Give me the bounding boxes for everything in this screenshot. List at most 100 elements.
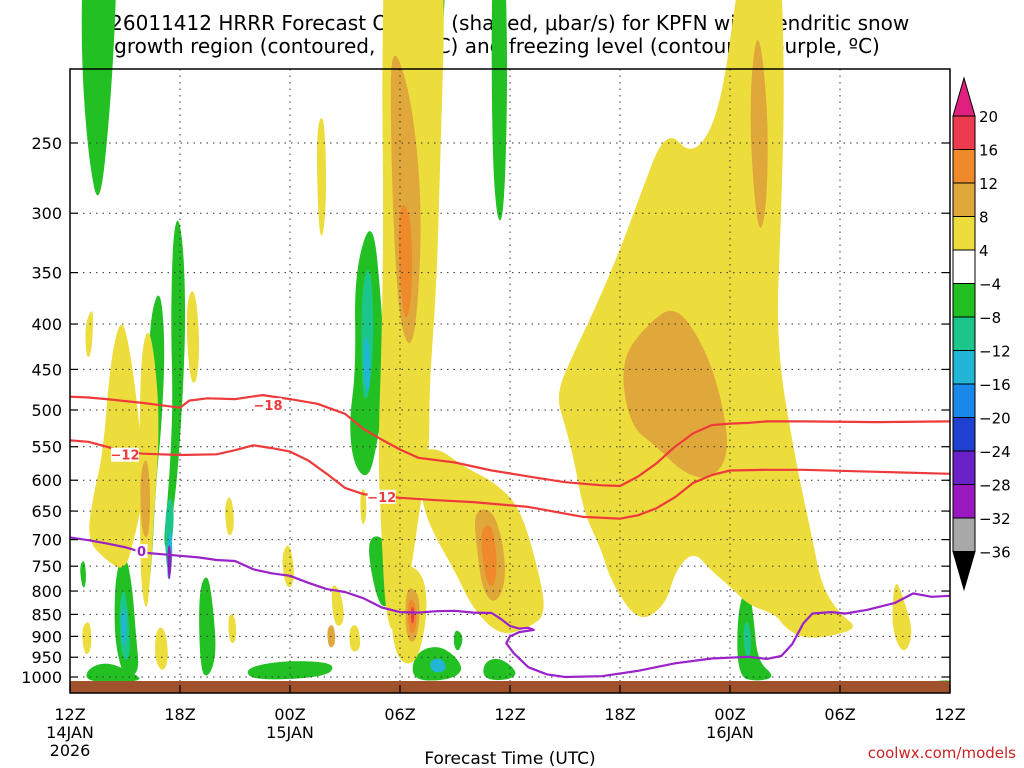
omega-region-48 — [155, 627, 168, 670]
contour-dgz-18 — [69, 394, 951, 488]
y-tick-label-450: 450 — [31, 360, 62, 379]
y-tick-label-1000: 1000 — [21, 668, 62, 687]
x-tick-date-36: 16JAN — [706, 723, 754, 742]
omega-region-45 — [85, 311, 94, 358]
omega-region-30 — [398, 205, 413, 318]
colorbar-top-triangle — [952, 76, 976, 117]
colorbar-label-10: −24 — [979, 443, 1011, 461]
omega-region-12 — [199, 577, 216, 676]
omega-region-56 — [360, 489, 367, 525]
contour-lines: −18 −12 −12 0 — [69, 394, 951, 679]
colorbar-label-0: 20 — [979, 108, 998, 126]
omega-region-43 — [139, 332, 159, 607]
colorbar-swatch-3 — [952, 216, 976, 251]
x-tick-label-18: 06Z — [384, 705, 415, 724]
y-tick-label-950: 950 — [31, 648, 62, 667]
x-tick-label-48: 12Z — [934, 705, 965, 724]
contour-label-bg-dgz-18 — [254, 398, 282, 413]
omega-region-10 — [80, 561, 86, 588]
contour-label-frz-0: 0 — [137, 545, 146, 560]
omega-region-34 — [411, 607, 415, 624]
y-tick-label-350: 350 — [31, 264, 62, 283]
x-tick-label-12: 00Z — [274, 705, 305, 724]
colorbar-swatch-9 — [952, 417, 976, 452]
y-tick-label-800: 800 — [31, 582, 62, 601]
omega-region-51 — [316, 117, 326, 236]
colorbar-label-7: −12 — [979, 343, 1011, 361]
colorbar-label-5: −4 — [979, 276, 1001, 294]
colorbar-bottom-triangle — [952, 551, 976, 592]
omega-region-13 — [247, 661, 333, 680]
omega-region-39 — [623, 310, 727, 478]
colorbar-label-9: −20 — [979, 410, 1011, 428]
colorbar-label-11: −28 — [979, 477, 1011, 495]
colorbar-label-4: 4 — [979, 242, 989, 260]
y-tick-label-400: 400 — [31, 315, 62, 334]
colorbar-swatch-2 — [952, 182, 976, 217]
omega-region-24 — [453, 630, 463, 651]
y-tick-label-900: 900 — [31, 627, 62, 646]
colorbar-label-3: 8 — [979, 209, 989, 227]
contour-frz-0 — [69, 536, 951, 679]
colorbar-swatch-4 — [952, 249, 976, 284]
omega-region-11 — [86, 663, 140, 683]
omega-region-26 — [743, 622, 752, 659]
colorbar-swatch-1 — [952, 149, 976, 184]
omega-region-29 — [390, 55, 421, 344]
x-tick-label-42: 06Z — [824, 705, 855, 724]
contour-label-bg-dgz-12a — [111, 447, 139, 462]
omega-region-47 — [186, 291, 200, 383]
contour-label-dgz-12b: −12 — [367, 491, 396, 506]
x-tick-label-6: 18Z — [164, 705, 195, 724]
colorbar-swatch-8 — [952, 383, 976, 418]
colorbar-swatch-10 — [952, 450, 976, 485]
omega-region-40 — [750, 40, 768, 228]
colorbar-label-8: −16 — [979, 376, 1011, 394]
y-tick-label-250: 250 — [31, 134, 62, 153]
colorbar-legend: 20 16 12 8 4 −4 −8 −12 −16 −20 −24 −28 −32 −36 — [952, 76, 1011, 592]
omega-region-20 — [491, 0, 508, 221]
omega-region-2 — [164, 220, 186, 548]
x-tick-date-0: 14JAN — [46, 723, 94, 742]
y-tick-label-550: 550 — [31, 438, 62, 457]
colorbar-label-6: −8 — [979, 309, 1001, 327]
contour-dgz-12b — [399, 468, 951, 520]
colorbar-label-1: 16 — [979, 142, 998, 160]
omega-region-46 — [82, 622, 92, 654]
omega-region-22 — [430, 658, 446, 673]
omega-region-37 — [481, 525, 497, 587]
omega-region-54 — [349, 625, 361, 652]
omega-region-0 — [81, 0, 116, 196]
x-tick-label-24: 12Z — [494, 705, 525, 724]
y-tick-label-650: 650 — [31, 502, 62, 521]
colorbar-label-2: 12 — [979, 175, 998, 193]
y-tick-label-700: 700 — [31, 531, 62, 550]
omega-region-53 — [331, 585, 344, 626]
x-tick-date-12: 15JAN — [266, 723, 314, 742]
omega-region-16 — [364, 337, 371, 391]
contour-label-bg-frz-0 — [135, 544, 148, 559]
colorbar-swatch-0 — [952, 115, 976, 150]
colorbar-label-12: −32 — [979, 510, 1011, 528]
x-tick-label-36: 00Z — [714, 705, 745, 724]
omega-region-41 — [892, 584, 912, 651]
omega-region-23 — [483, 658, 516, 681]
colorbar-swatch-12 — [952, 517, 976, 552]
y-tick-label-600: 600 — [31, 471, 62, 490]
omega-shading — [80, 0, 950, 683]
colorbar-swatch-7 — [952, 350, 976, 385]
colorbar-swatch-5 — [952, 283, 976, 318]
contour-label-dgz-18: −18 — [254, 399, 283, 414]
omega-region-42 — [89, 324, 144, 568]
colorbar-swatch-11 — [952, 484, 976, 519]
y-tick-label-300: 300 — [31, 204, 62, 223]
y-tick-label-750: 750 — [31, 557, 62, 576]
colorbar-swatch-6 — [952, 316, 976, 351]
source-credit: coolwx.com/models — [868, 744, 1016, 762]
omega-region-49 — [225, 497, 234, 536]
omega-region-38 — [558, 0, 853, 638]
y-axis-ticks: 250 300 350 400 450 500 550 600 650 700 750 800 850 9… — [21, 134, 950, 687]
x-tick-label-30: 18Z — [604, 705, 635, 724]
